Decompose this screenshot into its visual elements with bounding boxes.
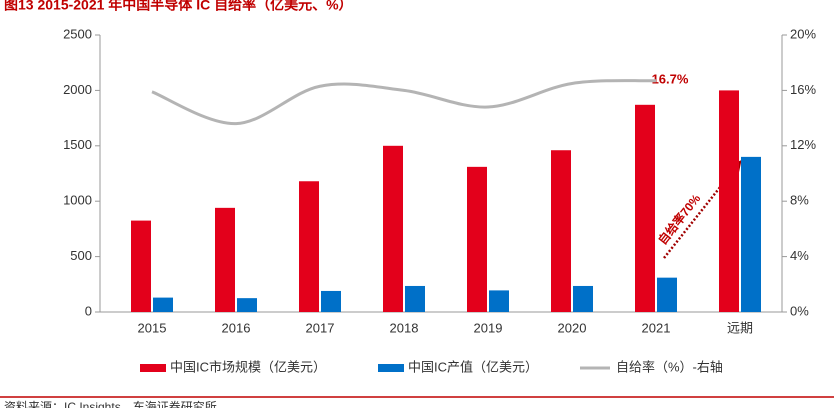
x-tick-label: 2021 <box>642 320 671 335</box>
bar <box>467 166 487 312</box>
x-tick-label: 远期 <box>727 320 753 335</box>
y2-tick-label: 4% <box>790 248 809 263</box>
y2-tick-label: 8% <box>790 193 809 208</box>
legend-swatch <box>378 364 404 372</box>
bar <box>635 104 655 312</box>
bar <box>131 220 151 312</box>
legend-label: 中国IC市场规模（亿美元） <box>170 359 326 374</box>
bar <box>405 285 425 312</box>
y-tick-label: 2500 <box>63 26 92 41</box>
bar <box>573 285 593 312</box>
bar <box>153 297 173 312</box>
y2-tick-label: 16% <box>790 82 816 97</box>
bar <box>719 90 739 313</box>
bar <box>215 207 235 312</box>
bar <box>551 150 571 312</box>
y-tick-label: 0 <box>85 303 92 318</box>
x-tick-label: 2019 <box>474 320 503 335</box>
x-tick-label: 2015 <box>138 320 167 335</box>
y2-tick-label: 20% <box>790 26 816 41</box>
annotation: 16.7% <box>652 71 689 86</box>
bar <box>237 298 257 312</box>
y-tick-label: 1000 <box>63 193 92 208</box>
y-tick-label: 500 <box>70 248 92 263</box>
legend-label: 中国IC产值（亿美元） <box>408 359 538 374</box>
source: 资料来源：IC Insights，东海证券研究所 <box>4 399 217 408</box>
x-tick-label: 2018 <box>390 320 419 335</box>
bar <box>741 156 761 312</box>
x-tick-label: 2020 <box>558 320 587 335</box>
line <box>151 79 657 126</box>
bar <box>489 290 509 312</box>
bar <box>321 290 341 312</box>
y2-tick-label: 12% <box>790 137 816 152</box>
bar <box>383 145 403 312</box>
bar <box>299 181 319 312</box>
legend-swatch <box>140 364 166 372</box>
y-tick-label: 1500 <box>63 137 92 152</box>
bar <box>657 277 677 312</box>
chart-title: 图13 2015-2021 年中国半导体 IC 自给率（亿美元、%） <box>4 0 353 13</box>
arrow <box>663 160 742 259</box>
x-tick-label: 2017 <box>306 320 335 335</box>
y2-tick-label: 0% <box>790 303 809 318</box>
x-tick-label: 2016 <box>222 320 251 335</box>
y-tick-label: 2000 <box>63 82 92 97</box>
legend-label: 自给率（%）-右轴 <box>616 359 723 374</box>
